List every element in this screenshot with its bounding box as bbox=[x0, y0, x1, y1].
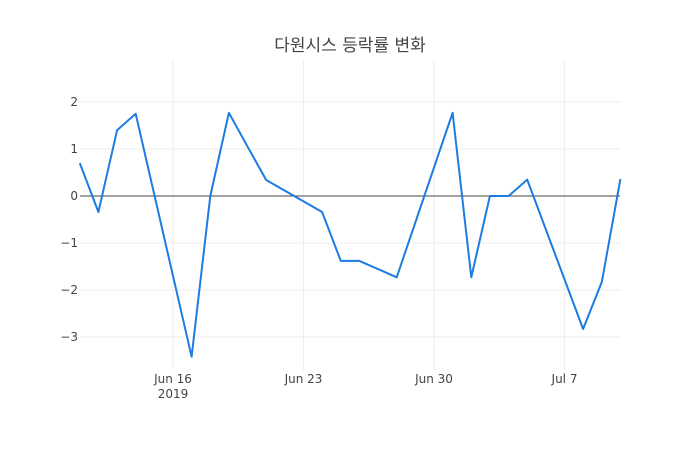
y-tick-label: 0 bbox=[70, 189, 78, 203]
chart-title: 다원시스 등락률 변화 bbox=[274, 36, 426, 56]
gridlines bbox=[80, 60, 620, 370]
y-tick-label: −3 bbox=[60, 330, 78, 344]
series-line[interactable] bbox=[78, 111, 622, 358]
x-tick-year-label: 2019 bbox=[158, 387, 189, 401]
y-tick-label: 2 bbox=[70, 95, 78, 109]
x-tick-label: Jun 30 bbox=[414, 372, 453, 386]
x-tick-label: Jun 23 bbox=[284, 372, 323, 386]
y-axis-ticks: 2 1 0 −1 −2 −3 bbox=[60, 95, 78, 344]
y-tick-label: 1 bbox=[70, 142, 78, 156]
x-tick-label: Jul 7 bbox=[551, 372, 578, 386]
x-tick-label: Jun 16 bbox=[153, 372, 192, 386]
y-tick-label: −1 bbox=[60, 236, 78, 250]
y-tick-label: −2 bbox=[60, 283, 78, 297]
